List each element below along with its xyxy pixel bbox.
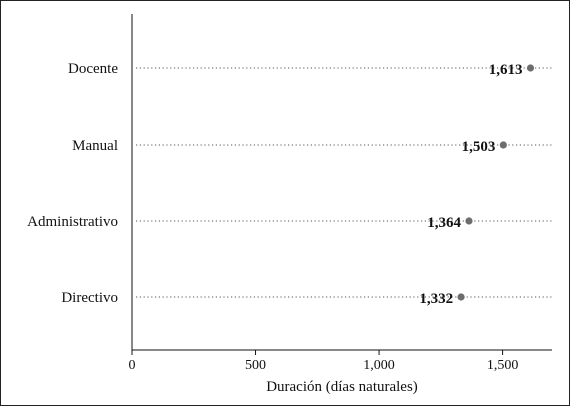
category-label: Directivo <box>61 290 118 306</box>
x-tick-label: 500 <box>245 358 266 373</box>
category-label: Manual <box>72 138 118 154</box>
data-point <box>465 217 473 225</box>
data-value-label: 1,332 <box>419 291 453 307</box>
x-tick-label: 0 <box>129 358 136 373</box>
category-label: Docente <box>68 61 118 77</box>
category-label: Administrativo <box>27 214 118 230</box>
x-tick-label: 1,500 <box>487 358 519 373</box>
data-value-label: 1,503 <box>462 139 496 155</box>
leader-lines <box>136 67 552 298</box>
x-axis-title: Duración (días naturales) <box>266 379 418 395</box>
data-value-label: 1,613 <box>489 62 523 78</box>
x-tick-label: 1,000 <box>363 358 395 373</box>
data-point <box>499 141 507 149</box>
data-value-labels: 1,613 1,503 1,364 1,332 <box>419 62 522 307</box>
data-points <box>457 64 535 301</box>
category-labels: Docente Manual Administrativo Directivo <box>27 61 118 306</box>
data-point <box>457 293 465 301</box>
data-point <box>526 64 535 72</box>
data-value-label: 1,364 <box>427 215 461 231</box>
x-axis-ticks: 0 500 1,000 1,500 <box>129 350 519 373</box>
